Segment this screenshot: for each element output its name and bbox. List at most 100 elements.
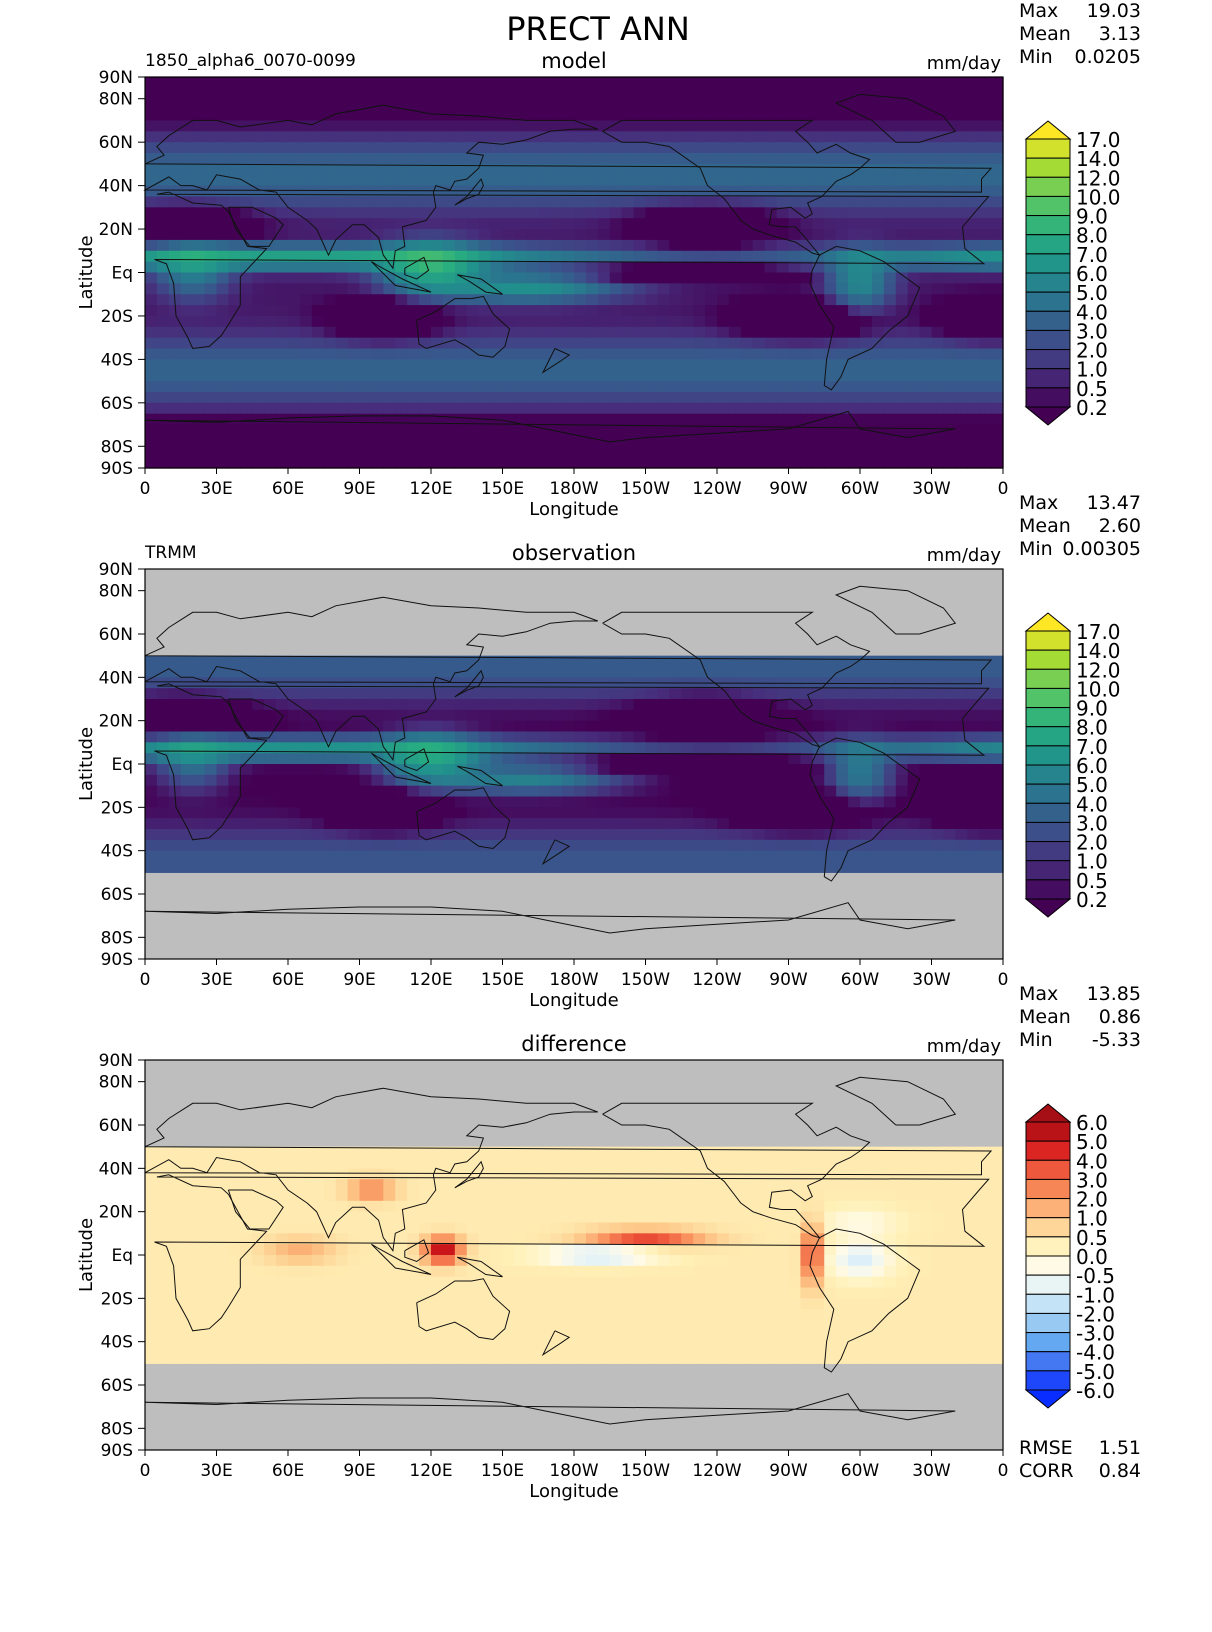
heatmap-cell [634, 229, 647, 240]
heatmap-cell [300, 818, 313, 829]
heatmap-cell [181, 446, 194, 457]
heatmap-cell [705, 829, 718, 840]
heatmap-cell [657, 327, 670, 338]
heatmap-cell [181, 186, 194, 197]
heatmap-cell [145, 283, 158, 294]
heatmap-cell [860, 862, 873, 873]
heatmap-cell [348, 120, 361, 131]
heatmap-cell [598, 164, 611, 175]
heatmap-cell [431, 327, 444, 338]
heatmap-cell [205, 446, 218, 457]
heatmap-cell [681, 1201, 694, 1212]
heatmap-cell [228, 1158, 241, 1169]
heatmap-cell [967, 862, 980, 873]
heatmap-cell [228, 425, 241, 436]
heatmap-cell [729, 1158, 742, 1169]
heatmap-cell [860, 1158, 873, 1169]
heatmap-cell [383, 240, 396, 251]
heatmap-cell [526, 370, 539, 381]
heatmap-cell [360, 797, 373, 808]
heatmap-cell [169, 207, 182, 218]
heatmap-cell [908, 656, 921, 667]
heatmap-cell [407, 435, 420, 446]
heatmap-cell [514, 710, 527, 721]
heatmap-cell [443, 240, 456, 251]
heatmap-cell [753, 240, 766, 251]
heatmap-cell [800, 327, 813, 338]
heatmap-cell [860, 99, 873, 110]
heatmap-cell [336, 207, 349, 218]
heatmap-cell [800, 403, 813, 414]
heatmap-cell [610, 1233, 623, 1244]
heatmap-cell [610, 305, 623, 316]
heatmap-cell [455, 207, 468, 218]
heatmap-cell [681, 338, 694, 349]
colorbar-top-arrow [1026, 613, 1070, 631]
heatmap-cell [800, 349, 813, 360]
heatmap-cell [610, 1179, 623, 1190]
heatmap-cell [777, 775, 790, 786]
heatmap-cell [431, 218, 444, 229]
heatmap-cell [646, 1244, 659, 1255]
heatmap-cell [205, 457, 218, 468]
heatmap-cell [193, 764, 206, 775]
heatmap-cell [753, 742, 766, 753]
heatmap-cell [360, 131, 373, 142]
heatmap-cell [955, 120, 968, 131]
heatmap-cell [240, 446, 253, 457]
heatmap-cell [717, 110, 730, 121]
heatmap-cell [884, 764, 897, 775]
heatmap-cell [503, 283, 516, 294]
heatmap-cell [967, 240, 980, 251]
heatmap-cell [932, 667, 945, 678]
heatmap-cell [562, 710, 575, 721]
heatmap-cell [157, 142, 170, 153]
heatmap-cell [753, 667, 766, 678]
heatmap-cell [848, 251, 861, 262]
units-label: mm/day [927, 53, 1002, 74]
heatmap-cell [336, 807, 349, 818]
heatmap-cell [979, 742, 992, 753]
heatmap-cell [729, 316, 742, 327]
heatmap-cell [681, 667, 694, 678]
heatmap-cell [693, 316, 706, 327]
heatmap-cell [622, 251, 635, 262]
heatmap-cell [908, 851, 921, 862]
heatmap-cell [943, 851, 956, 862]
heatmap-cell [943, 840, 956, 851]
heatmap-cell [336, 131, 349, 142]
heatmap-cell [991, 1147, 1004, 1158]
heatmap-cell [538, 797, 551, 808]
heatmap-cell [884, 688, 897, 699]
heatmap-cell [431, 807, 444, 818]
heatmap-cell [431, 1158, 444, 1169]
heatmap-cell [860, 1147, 873, 1158]
heatmap-cell [324, 186, 337, 197]
heatmap-cell [467, 316, 480, 327]
heatmap-cell [360, 829, 373, 840]
heatmap-cell [729, 840, 742, 851]
heatmap-cell [634, 131, 647, 142]
heatmap-cell [789, 305, 802, 316]
heatmap-cell [908, 1179, 921, 1190]
heatmap-cell [634, 435, 647, 446]
heatmap-cell [657, 283, 670, 294]
heatmap-cell [872, 425, 885, 436]
heatmap-cell [705, 359, 718, 370]
heatmap-cell [157, 218, 170, 229]
heatmap-cell [431, 721, 444, 732]
heatmap-cell [610, 262, 623, 273]
heatmap-cell [407, 381, 420, 392]
heatmap-cell [955, 164, 968, 175]
heatmap-cell [491, 446, 504, 457]
heatmap-cell [908, 164, 921, 175]
heatmap-cell [276, 753, 289, 764]
heatmap-cell [610, 457, 623, 468]
heatmap-cell [777, 327, 790, 338]
heatmap-cell [169, 251, 182, 262]
heatmap-cell [276, 110, 289, 121]
heatmap-cell [789, 153, 802, 164]
heatmap-cell [657, 710, 670, 721]
heatmap-cell [681, 786, 694, 797]
heatmap-cell [491, 862, 504, 873]
